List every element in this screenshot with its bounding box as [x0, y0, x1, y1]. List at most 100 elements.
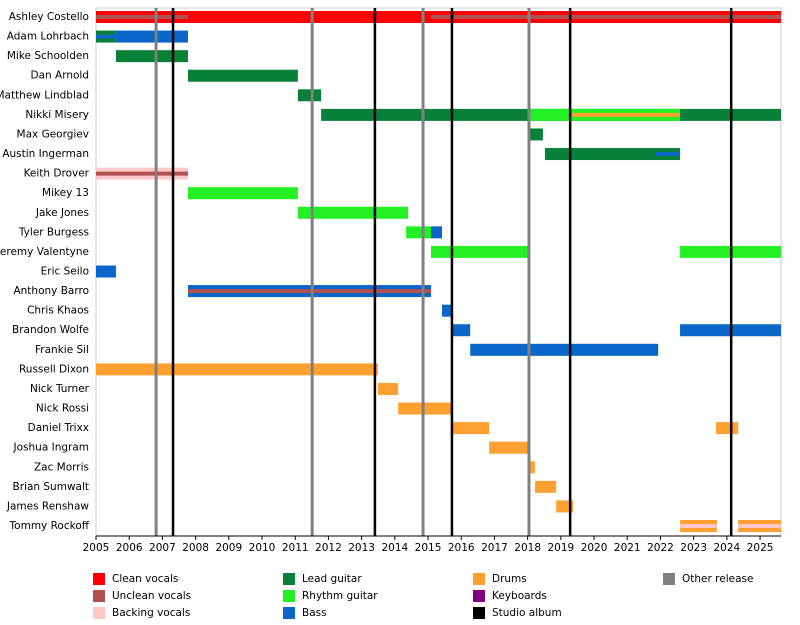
member-label: Keith Drover [24, 168, 90, 180]
member-bar [489, 441, 529, 454]
member-label: Matthew Lindblad [0, 89, 89, 101]
member-bar [715, 422, 739, 435]
legend-swatch [283, 590, 295, 602]
member-label: Tommy Rockoff [9, 520, 90, 532]
x-tick-label: 2021 [614, 542, 641, 554]
member-bar [115, 50, 188, 63]
member-bar [187, 69, 298, 82]
member-label: Zac Morris [34, 461, 89, 473]
member-bar [187, 289, 432, 294]
member-label: Nikki Misery [25, 109, 89, 121]
member-label: Daniel Trixx [28, 422, 89, 434]
member-label: Brian Sumwalt [13, 481, 89, 493]
x-tick-label: 2011 [282, 542, 309, 554]
x-tick-label: 2008 [182, 542, 209, 554]
legend-swatch [93, 573, 105, 585]
x-tick-label: 2005 [83, 542, 110, 554]
legend-label: Other release [682, 573, 753, 585]
member-bar [96, 171, 188, 176]
member-bar [96, 363, 378, 376]
x-tick-label: 2025 [747, 542, 774, 554]
member-label: Joshua Ingram [13, 442, 89, 454]
legend-label: Drums [492, 573, 527, 585]
x-tick-label: 2012 [315, 542, 342, 554]
x-tick-label: 2022 [647, 542, 674, 554]
member-label: Tyler Burgess [18, 226, 89, 238]
x-tick-label: 2015 [415, 542, 442, 554]
legend-label: Unclean vocals [112, 590, 191, 602]
member-label: Austin Ingerman [2, 148, 89, 160]
x-tick-label: 2017 [481, 542, 508, 554]
member-bar [406, 226, 432, 239]
legend-swatch [93, 590, 105, 602]
member-bar [451, 324, 471, 337]
member-label: Max Georgiev [17, 128, 89, 140]
x-tick-label: 2014 [381, 542, 408, 554]
member-label: Jake Jones [35, 207, 89, 219]
member-bar [431, 245, 529, 258]
member-bar [470, 343, 659, 356]
member-label: Jeremy Valentyne [0, 246, 89, 258]
member-label: Anthony Barro [13, 285, 89, 297]
member-bar [431, 226, 442, 239]
x-tick-label: 2013 [348, 542, 375, 554]
member-label: Mikey 13 [42, 187, 89, 199]
member-bar [451, 422, 490, 435]
member-bar [655, 152, 681, 157]
member-bar [187, 187, 298, 200]
member-bar [398, 402, 452, 415]
legend-label: Rhythm guitar [302, 590, 378, 602]
member-label: Russell Dixon [19, 363, 89, 375]
member-label: Mike Schoolden [7, 50, 89, 62]
legend-swatch [283, 607, 295, 619]
legend-swatch [663, 573, 675, 585]
member-bar [377, 382, 399, 395]
member-bar [441, 304, 452, 317]
member-bar [96, 265, 116, 278]
member-label: Eric Seilo [41, 266, 89, 278]
x-tick-label: 2009 [215, 542, 242, 554]
plot-frame [95, 7, 782, 537]
x-tick-label: 2010 [249, 542, 276, 554]
legend-swatch [473, 590, 485, 602]
member-bar [527, 128, 543, 141]
x-tick-label: 2020 [581, 542, 608, 554]
x-tick-label: 2018 [514, 542, 541, 554]
legend-swatch [473, 607, 485, 619]
legend-swatch [473, 573, 485, 585]
member-bar [297, 206, 409, 219]
member-label: James Renshaw [6, 500, 90, 512]
member-label: Nick Turner [30, 383, 90, 395]
member-label: Frankie Sil [35, 344, 89, 356]
legend-label: Bass [302, 607, 327, 619]
member-bar [572, 112, 681, 117]
member-bar [96, 34, 116, 39]
member-label: Nick Rossi [36, 403, 89, 415]
member-bar [115, 30, 188, 43]
legend-swatch [283, 573, 295, 585]
member-bar [544, 148, 681, 161]
member-bar [738, 524, 781, 528]
legend-label: Clean vocals [112, 573, 178, 585]
legend-label: Backing vocals [112, 607, 190, 619]
x-tick-label: 2016 [448, 542, 475, 554]
member-label: Brandon Wolfe [12, 324, 89, 336]
member-bar [96, 15, 188, 19]
x-tick-label: 2024 [714, 542, 741, 554]
member-bar [534, 480, 557, 493]
member-bar [527, 461, 535, 474]
legend-swatch [93, 607, 105, 619]
x-tick-label: 2019 [547, 542, 574, 554]
member-label: Adam Lohrbach [7, 31, 89, 43]
member-label: Ashley Costello [9, 11, 89, 23]
member-label: Chris Khaos [27, 305, 89, 317]
x-tick-label: 2007 [149, 542, 176, 554]
member-bar [680, 524, 717, 528]
x-tick-label: 2023 [680, 542, 707, 554]
member-bar [297, 89, 322, 102]
legend-label: Keyboards [492, 590, 547, 602]
legend-label: Lead guitar [302, 573, 362, 585]
x-tick-label: 2006 [116, 542, 143, 554]
member-label: Dan Arnold [31, 70, 90, 82]
